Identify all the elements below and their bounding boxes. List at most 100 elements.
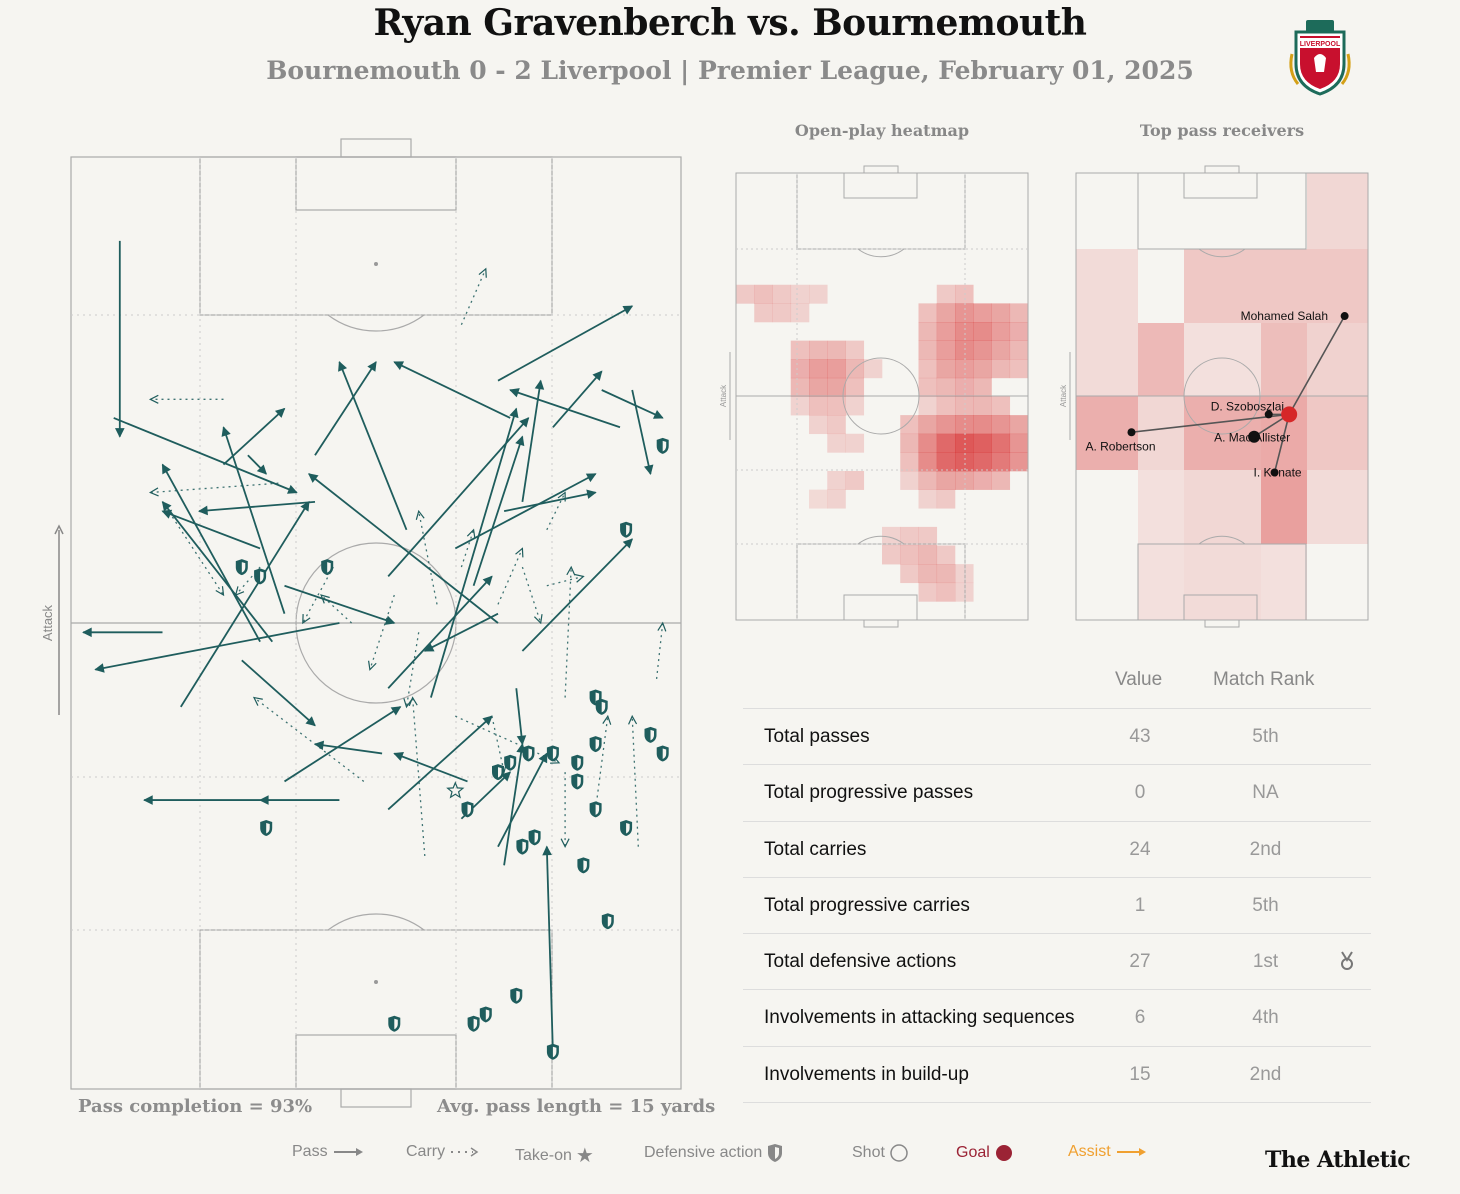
heatmap-cell: [1009, 303, 1029, 323]
stats-row: Total progressive carries 1 5th: [743, 878, 1371, 935]
stats-row: Total defensive actions 27 1st: [743, 934, 1371, 991]
pass-arrow: [82, 627, 163, 638]
pass-arrow: [423, 612, 499, 652]
stat-rank: 5th: [1252, 894, 1279, 916]
defensive-action-shield-icon: [589, 736, 602, 753]
pass-arrowhead: [384, 615, 396, 625]
carry-arrow: [628, 714, 639, 847]
stats-row: Total carries 24 2nd: [743, 822, 1371, 878]
receiver-zone-cell: [1307, 173, 1368, 249]
defensive-action-shield-icon: [492, 764, 504, 781]
shield-icon: [768, 1144, 783, 1162]
heatmap-cell: [991, 359, 1011, 379]
penalty-spot: [374, 980, 378, 984]
heatmap-cell: [845, 471, 865, 490]
pass-arrowhead: [143, 795, 153, 805]
pass-arrowhead: [534, 379, 545, 390]
receivers-markings: [1075, 165, 1369, 628]
heatmap-cell: [991, 452, 1011, 472]
legend-takeon-label: Take-on: [515, 1146, 572, 1164]
pass-arrowhead: [161, 463, 171, 475]
heatmap-cell: [991, 396, 1011, 416]
heatmap-cell: [918, 452, 938, 472]
carry-arrowhead: [302, 614, 311, 625]
pass-arrow: [221, 426, 286, 614]
heatmap-cell: [918, 545, 938, 565]
pass-arrow: [472, 435, 525, 586]
carry-arrow: [460, 528, 476, 568]
carry-arrowhead: [403, 698, 413, 709]
pass-arrowhead: [274, 407, 286, 418]
heatmap-cell: [918, 582, 938, 602]
carry-arrow: [161, 501, 225, 597]
carry-arrowhead: [148, 394, 159, 404]
stat-value: 43: [1129, 726, 1151, 747]
heatmap-cell: [955, 322, 974, 341]
heatmap-cell: [936, 396, 956, 416]
pass-arrow: [222, 407, 286, 466]
heatmap-cell: [827, 377, 846, 397]
receiver-link: [1288, 315, 1346, 415]
heatmap-cell: [918, 433, 938, 453]
pass-arrow: [387, 715, 493, 811]
receivers-attack-label: Attack: [1059, 384, 1068, 407]
heatmap-cell: [827, 489, 846, 509]
heatmap-cell: [845, 377, 865, 397]
attack-label: Attack: [40, 604, 55, 641]
pass-arrowhead: [509, 388, 520, 398]
pass-arrowhead: [308, 473, 319, 483]
pass-arrowhead: [161, 500, 172, 512]
defensive-action-shield-icon: [254, 568, 267, 585]
pass-arrow: [503, 489, 597, 513]
legend-shot: Shot: [852, 1143, 909, 1163]
receiver-zone-cell: [1138, 470, 1184, 544]
defensive-action-shield-icon: [656, 437, 669, 454]
receiver-dot: [1248, 430, 1261, 443]
heatmap-cell: [936, 564, 956, 584]
carry-arrowhead: [602, 714, 612, 725]
heatmap-cell: [955, 564, 974, 584]
heatmap-cell: [918, 377, 938, 397]
stats-row: Involvements in attacking sequences 6 4t…: [743, 990, 1371, 1047]
heatmap-cell: [973, 452, 992, 472]
carry-arrow: [302, 566, 334, 625]
heatmap-cell: [772, 303, 792, 323]
pass-arrowhead: [482, 575, 493, 586]
heatmap-cell: [918, 489, 938, 509]
receiver-zone-cell: [1261, 470, 1307, 544]
heatmap-cell: [827, 340, 846, 360]
heatmap-cell: [918, 303, 938, 323]
heatmap-cell: [809, 359, 828, 379]
receiver-zone-cell: [1261, 544, 1307, 620]
heatmap-cell: [955, 303, 974, 323]
receiver-label: A. Robertson: [1085, 439, 1155, 453]
carry-arrowhead: [408, 696, 418, 707]
pass-arrowhead: [258, 795, 269, 805]
pass-arrowhead: [114, 428, 125, 438]
pass-arrowhead: [256, 464, 267, 475]
pass-arrow: [314, 361, 377, 456]
heatmap-cell: [991, 471, 1011, 490]
heatmap-cell: [790, 359, 810, 379]
pass-arrowhead: [519, 417, 530, 428]
pitch-markings: [70, 138, 682, 1108]
pass-arrow: [114, 240, 125, 438]
carry-arrowhead: [466, 528, 476, 539]
receiver-zone-cell: [1307, 396, 1368, 470]
stat-label: Involvements in build-up: [764, 1063, 969, 1085]
heatmap-cell: [809, 340, 828, 360]
heatmap-cell: [900, 415, 919, 435]
pass-arrow: [308, 473, 499, 624]
pass-arrowhead: [585, 473, 597, 483]
carry-arrowhead: [252, 696, 263, 706]
defensive-action-shield-icon: [467, 1015, 480, 1032]
carry-arrowhead: [415, 509, 425, 520]
legend-carry-label: Carry: [406, 1143, 446, 1160]
stats-row: Total passes 43 5th: [743, 709, 1371, 766]
heatmap-cell: [973, 433, 992, 453]
receiver-dot: [1264, 410, 1273, 419]
heatmap-cell: [991, 322, 1011, 341]
carry-arrow: [367, 594, 395, 671]
heatmap-cell: [736, 284, 755, 304]
pass-arrowhead: [305, 716, 316, 727]
